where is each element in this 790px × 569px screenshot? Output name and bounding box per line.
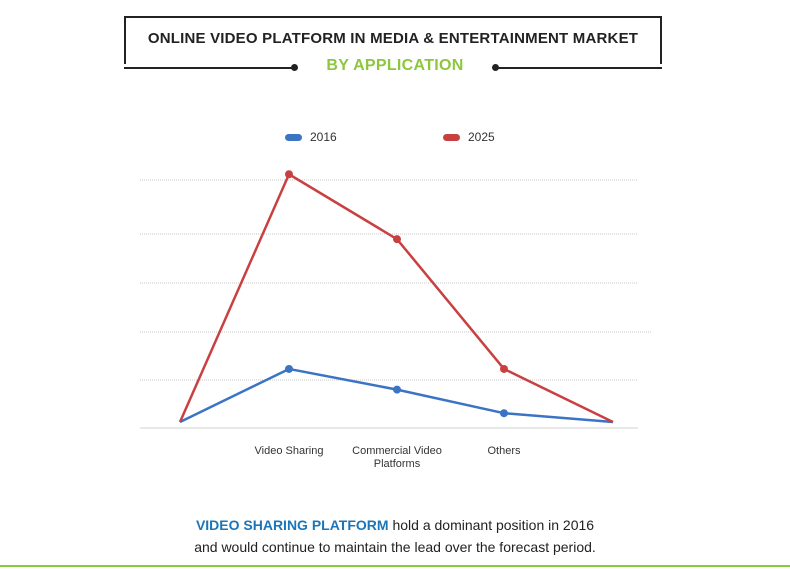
data-point-2016 xyxy=(393,385,401,394)
legend-item-2016: 2016 xyxy=(285,130,337,144)
data-point-2016 xyxy=(285,364,293,373)
data-point-2016 xyxy=(500,409,508,418)
x-tick-label: Video Sharing xyxy=(255,445,324,457)
subtitle-divider-left xyxy=(124,67,296,69)
series-line-2016 xyxy=(179,367,614,424)
x-tick-label: Others xyxy=(487,445,521,457)
footer-line2: and would continue to maintain the lead … xyxy=(194,539,596,555)
chart-subtitle: BY APPLICATION xyxy=(326,57,464,74)
title-box: ONLINE VIDEO PLATFORM IN MEDIA & ENTERTA… xyxy=(124,16,662,64)
data-point-2025 xyxy=(500,364,508,373)
legend-label-2016: 2016 xyxy=(310,130,337,144)
chart-title: ONLINE VIDEO PLATFORM IN MEDIA & ENTERTA… xyxy=(147,30,639,47)
legend-item-2025: 2025 xyxy=(443,130,495,144)
footer-highlight: VIDEO SHARING PLATFORM xyxy=(195,517,389,533)
legend-swatch-2016 xyxy=(285,134,302,142)
data-point-2025 xyxy=(285,170,293,179)
subtitle-divider-right xyxy=(496,67,662,69)
legend-label-2025: 2025 xyxy=(468,130,495,144)
footer-text: VIDEO SHARING PLATFORM hold a dominant p… xyxy=(0,514,790,558)
x-tick-label: Commercial Video Platforms xyxy=(352,445,442,470)
legend-swatch-2025 xyxy=(443,134,460,142)
subtitle-dot-right xyxy=(492,64,499,71)
data-point-2025 xyxy=(393,235,401,244)
bottom-rule xyxy=(0,565,790,567)
series-line-2025 xyxy=(178,173,614,424)
footer-line1-rest: hold a dominant position in 2016 xyxy=(388,517,595,533)
subtitle-dot-left xyxy=(291,64,298,71)
